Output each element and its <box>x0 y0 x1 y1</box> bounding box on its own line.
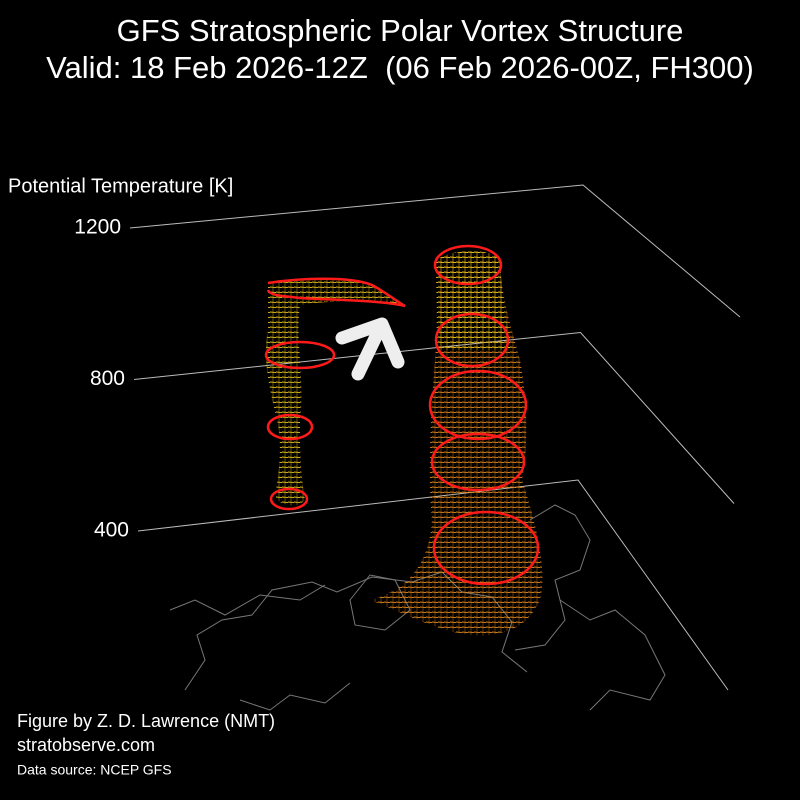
vortex-right <box>370 244 543 636</box>
coastline <box>169 584 326 616</box>
arrow <box>335 317 405 381</box>
vortex-contour <box>434 312 510 368</box>
coastline <box>239 682 351 711</box>
z-axis-label: Potential Temperature [K] <box>8 175 233 197</box>
chart-subtitle: Valid: 18 Feb 2026-12Z (06 Feb 2026-00Z,… <box>46 50 754 85</box>
grid-line <box>137 479 729 691</box>
chart-title: GFS Stratospheric Polar Vortex Structure <box>117 13 684 48</box>
grid-line <box>129 184 741 318</box>
vortex-contour <box>266 277 406 308</box>
credit: Figure by Z. D. Lawrence (NMT) <box>17 711 275 731</box>
coastline <box>514 504 591 651</box>
z-tick-label: 1200 <box>74 216 121 239</box>
vortex-contour <box>433 244 503 286</box>
vortex-contour <box>432 510 540 586</box>
arrow-icon <box>335 317 405 381</box>
vortex-contour <box>428 369 528 441</box>
credit: stratobserve.com <box>17 735 155 755</box>
vortex-contour <box>266 413 314 441</box>
z-tick-label: 800 <box>90 367 125 390</box>
z-tick-label: 400 <box>94 519 129 542</box>
coastline <box>559 599 666 711</box>
vortex-contour <box>264 340 336 370</box>
vortex-contour <box>269 487 309 511</box>
credit: Data source: NCEP GFS <box>17 762 172 778</box>
vortex-contour <box>430 432 526 492</box>
vortex-left <box>264 277 406 511</box>
vortex-surface <box>265 278 405 506</box>
